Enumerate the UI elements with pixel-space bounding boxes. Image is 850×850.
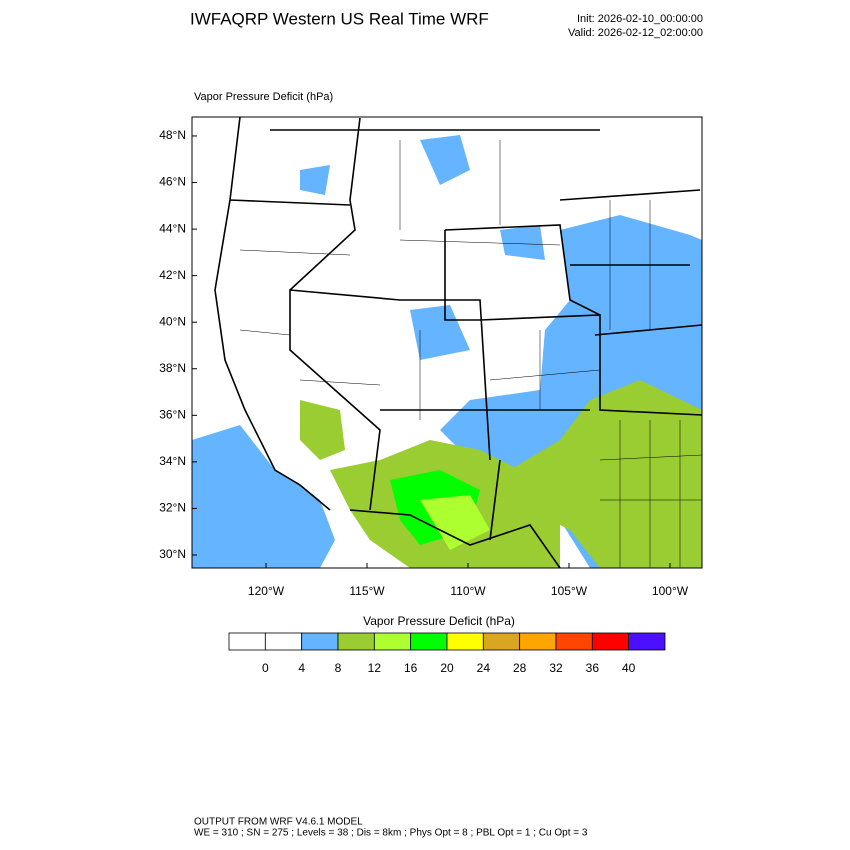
map-label: Vapor Pressure Deficit (hPa) [194,91,333,103]
lat-label: 32°N [159,501,186,515]
lon-label: 115°W [349,584,385,598]
colorbar-label: 16 [404,661,418,675]
colorbar-label: 36 [586,661,600,675]
colorbar-label: 12 [368,661,382,675]
lat-label: 48°N [159,128,186,142]
colorbar-box [228,632,266,651]
map-frame [191,116,703,569]
footer-line: OUTPUT FROM WRF V4.6.1 MODEL [194,817,363,828]
lat-label: 34°N [159,454,186,468]
colorbar-box [482,632,521,651]
lat-label: 40°N [159,314,186,328]
lat-label: 36°N [159,407,186,421]
lon-label: 100°W [652,584,689,598]
colorbar-label: 4 [298,661,305,675]
lat-label: 38°N [159,361,186,375]
colorbar-box [446,632,484,651]
colorbar-box [373,632,412,651]
colorbar-box [555,632,593,651]
colorbar-label: 24 [477,661,491,675]
colorbar-label: 40 [622,661,636,675]
map [191,116,703,569]
colorbar-box [628,632,666,651]
footer-line: WE = 310 ; SN = 275 ; Levels = 38 ; Dis … [194,828,588,839]
lon-label: 110°W [450,584,486,598]
colorbar-box [591,632,630,651]
valid-time: Valid: 2026-02-12_02:00:00 [568,27,703,39]
init-time: Init: 2026-02-10_00:00:00 [577,13,703,25]
lat-label: 44°N [159,221,186,235]
title: IWFAQRP Western US Real Time WRF [190,9,489,28]
colorbar-box [337,632,375,651]
lat-label: 42°N [159,268,186,282]
colorbar-box [410,632,448,651]
colorbar-box [301,632,339,651]
lat-label: 30°N [159,547,186,561]
colorbar-label: 32 [549,661,563,675]
colorbar-label: 0 [262,661,269,675]
lat-label: 46°N [159,175,186,189]
colorbar-box [264,632,303,651]
lon-label: 120°W [248,584,285,598]
colorbar-label: 20 [440,661,454,675]
colorbar-label: 28 [513,661,527,675]
colorbar-title: Vapor Pressure Deficit (hPa) [363,614,515,628]
colorbar-box [519,632,557,651]
colorbar-label: 8 [335,661,342,675]
lon-label: 105°W [551,584,588,598]
